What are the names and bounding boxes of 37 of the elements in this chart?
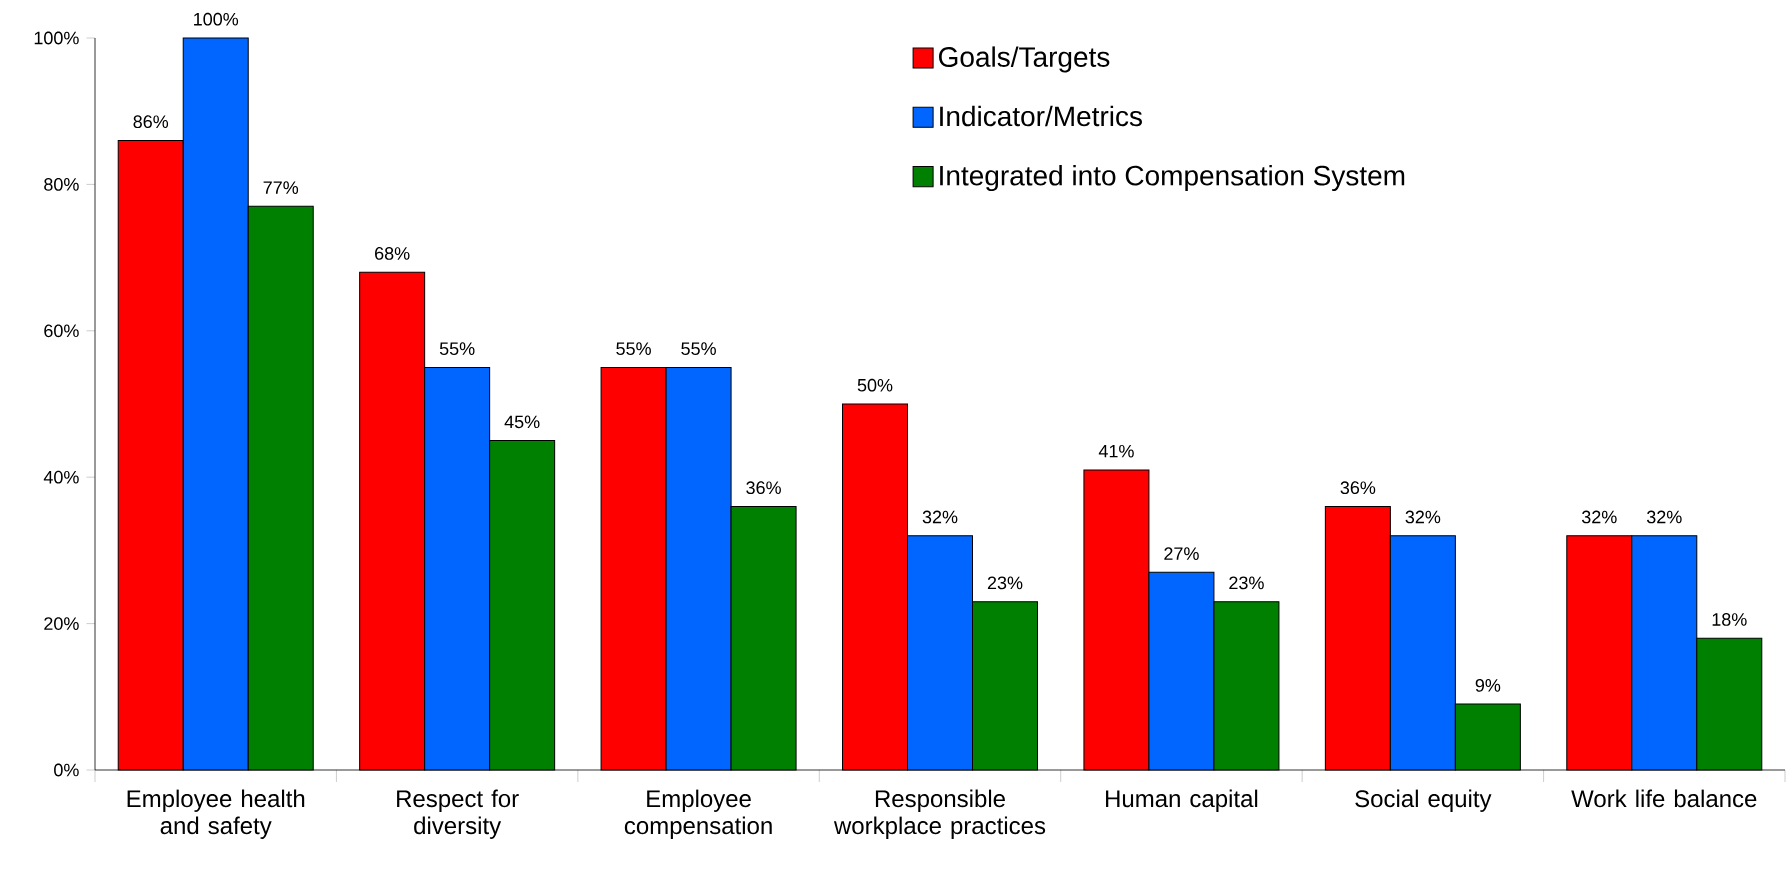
x-tick-label: Respect for diversity: [397, 789, 519, 839]
data-label: 55%: [681, 342, 716, 356]
data-label: 55%: [439, 342, 475, 356]
data-label: 32%: [1646, 510, 1682, 524]
x-tick-label: Work life balance: [1571, 789, 1757, 808]
data-label: 9%: [1475, 678, 1501, 692]
data-label: 27%: [1164, 547, 1199, 560]
y-tick-label: 20%: [44, 617, 79, 630]
data-label: 32%: [1581, 510, 1617, 524]
x-tick-label: Human capital: [1106, 789, 1258, 812]
data-label: 100%: [194, 12, 239, 26]
legend-label: Integrated into Compensation System: [940, 164, 1405, 192]
data-label: 45%: [504, 415, 540, 429]
data-label: 55%: [616, 342, 651, 356]
y-tick-label: 0%: [54, 763, 79, 777]
data-label: 41%: [1098, 444, 1134, 458]
x-tick-label: Employee compensation: [624, 789, 772, 839]
data-label: 50%: [857, 378, 893, 392]
data-label: 32%: [922, 510, 958, 524]
y-tick-label: 80%: [44, 178, 79, 191]
data-label: 23%: [987, 576, 1023, 590]
data-label: 68%: [375, 247, 410, 260]
x-tick-label: Social equity: [1355, 789, 1492, 812]
y-tick-label: 40%: [43, 470, 79, 484]
data-label: 77%: [263, 181, 299, 194]
data-label: 36%: [746, 481, 781, 495]
y-tick-label: 100%: [34, 31, 79, 45]
data-label: 18%: [1712, 613, 1747, 626]
data-label: 23%: [1229, 576, 1264, 590]
x-tick-label: Employee health and safety: [127, 789, 305, 839]
x-tick-label: Responsible workplace practices: [833, 789, 1046, 839]
data-label: 36%: [1340, 481, 1376, 495]
legend-label: Goals/Targets: [939, 46, 1110, 73]
data-label: 86%: [133, 115, 169, 129]
y-tick-label: 60%: [44, 324, 79, 338]
legend-label: Indicator/Metrics: [940, 105, 1142, 127]
data-label: 32%: [1405, 510, 1441, 524]
